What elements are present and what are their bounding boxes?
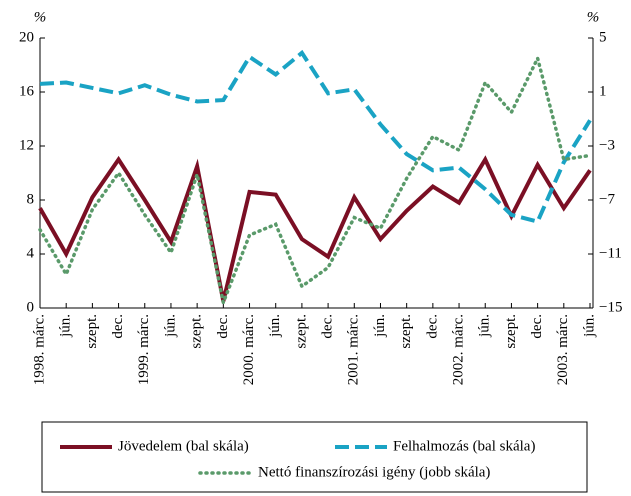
legend-label: Felhalmozás (bal skála) <box>393 438 535 454</box>
y2-tick-label: −3 <box>599 137 615 153</box>
x-tick-label: jún. <box>162 314 178 338</box>
x-tick-label: 2002. márc. <box>450 314 466 385</box>
y2-axis-unit: % <box>587 9 600 25</box>
x-tick-label: 2001. márc. <box>346 314 362 385</box>
series-line <box>39 49 592 224</box>
y-tick-label: 16 <box>19 83 35 99</box>
y-tick-label: 0 <box>27 299 35 315</box>
x-tick-label: 2000. márc. <box>241 314 257 385</box>
x-tick-label: 2003. márc. <box>555 314 571 385</box>
series-line <box>38 155 592 302</box>
y2-tick-label: −15 <box>599 299 622 315</box>
x-tick-label: szept. <box>398 314 414 349</box>
x-tick-label: dec. <box>320 314 336 339</box>
x-tick-label: szept. <box>293 314 309 349</box>
x-tick-label: dec. <box>529 314 545 339</box>
legend-label: Nettó finanszírozási igény (jobb skála) <box>258 464 490 480</box>
y-tick-label: 12 <box>19 137 34 153</box>
y2-tick-label: −7 <box>599 191 615 207</box>
x-tick-label: jún. <box>372 314 388 338</box>
x-tick-label: dec. <box>110 314 126 339</box>
y-axis-unit: % <box>34 9 47 25</box>
y-tick-label: 4 <box>27 245 35 261</box>
x-tick-label: jún. <box>267 314 283 338</box>
x-tick-label: jún. <box>58 314 74 338</box>
x-tick-label: jún. <box>477 314 493 338</box>
y2-tick-label: 1 <box>599 83 607 99</box>
y-tick-label: 20 <box>19 29 34 45</box>
x-tick-label: jún. <box>581 314 597 338</box>
y-tick-label: 8 <box>27 191 35 207</box>
x-tick-label: 1999. márc. <box>136 314 152 385</box>
x-tick-label: szept. <box>503 314 519 349</box>
x-tick-label: dec. <box>424 314 440 339</box>
x-tick-label: dec. <box>215 314 231 339</box>
x-tick-label: 1998. márc. <box>31 314 47 385</box>
y2-tick-label: −11 <box>599 245 622 261</box>
legend-box <box>41 421 588 493</box>
legend-label: Jövedelem (bal skála) <box>118 438 249 454</box>
x-tick-label: szept. <box>189 314 205 349</box>
x-tick-label: szept. <box>84 314 100 349</box>
y2-tick-label: 5 <box>599 29 607 45</box>
series-line <box>38 53 592 309</box>
